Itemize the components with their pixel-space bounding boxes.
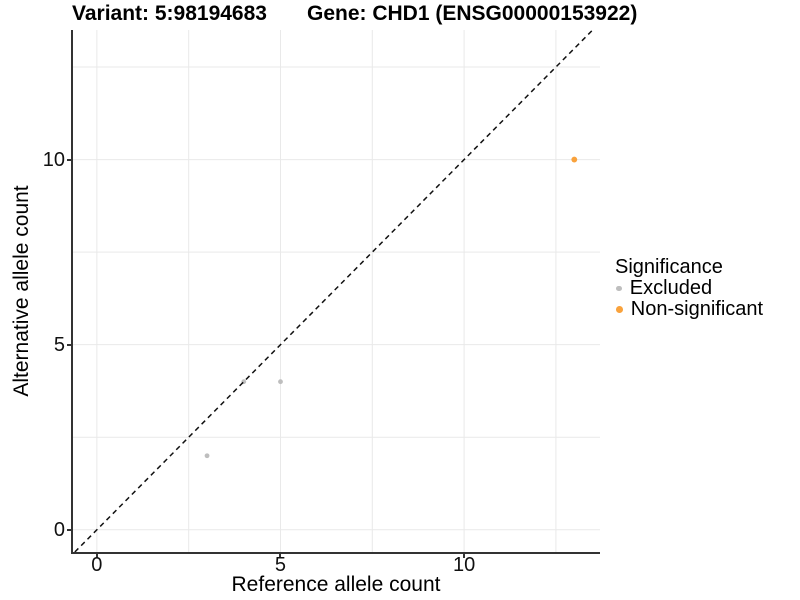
x-tick-mark [463,552,466,558]
data-point-excluded [278,379,283,385]
y-axis-title: Alternative allele count [10,185,33,397]
legend-label: Non-significant [630,298,764,320]
x-tick-label: 5 [274,554,287,576]
y-tick-label: 0 [53,518,65,541]
identity-reference-line [74,30,594,552]
plot-panel [71,30,600,554]
gene-title: Gene: CHD1 (ENSG00000153922) [307,2,638,25]
variant-title: Variant: 5:98194683 [72,2,267,25]
legend-item-non-significant: Non-significant [613,299,763,320]
scatter-plot-canvas [73,30,600,552]
y-tick-mark [67,528,73,531]
legend: Significance Excluded Non-significant [613,256,763,320]
x-tick-mark [95,552,98,558]
legend-label: Excluded [629,277,713,299]
legend-title: Significance [615,256,723,278]
y-tick-mark [67,158,73,161]
x-axis-title: Reference allele count [231,573,441,596]
legend-point-icon [616,285,622,292]
legend-items: Excluded Non-significant [613,278,763,320]
x-tick-mark [279,552,282,558]
x-tick-label: 10 [452,554,476,576]
y-tick-label: 10 [42,148,65,171]
legend-item-excluded: Excluded [613,278,763,299]
y-tick-mark [67,343,73,346]
y-tick-label: 5 [53,333,65,356]
data-point-non-significant [571,156,578,163]
data-point-excluded [204,453,210,459]
legend-point-icon [616,306,623,313]
x-tick-label: 0 [91,554,103,576]
